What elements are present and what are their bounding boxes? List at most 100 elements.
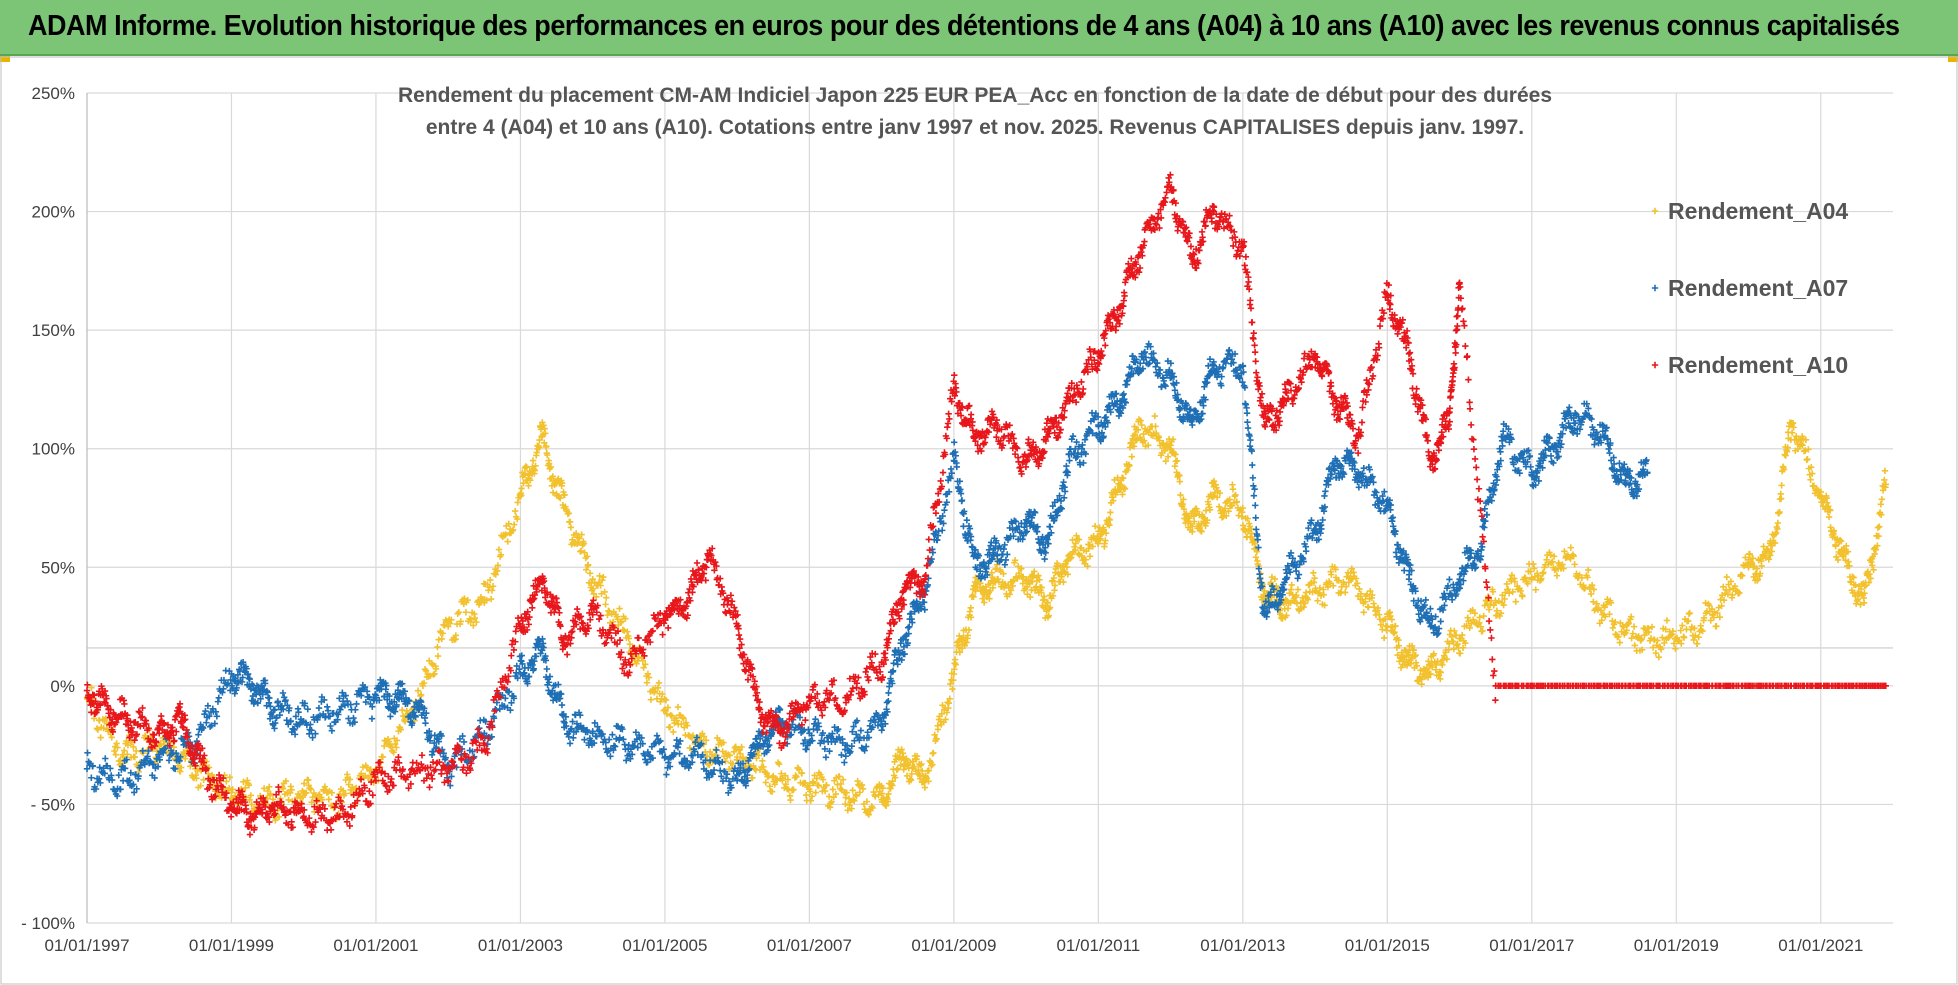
point-rendement-a04 bbox=[574, 534, 582, 541]
point-rendement-a04 bbox=[960, 634, 967, 641]
point-rendement-a04 bbox=[1637, 637, 1644, 644]
point-rendement-a04 bbox=[1670, 640, 1678, 647]
point-rendement-a04 bbox=[1832, 543, 1839, 550]
point-rendement-a04 bbox=[654, 684, 662, 691]
point-rendement-a04 bbox=[299, 793, 307, 801]
point-rendement-a04 bbox=[1271, 575, 1279, 583]
point-rendement-a04 bbox=[1495, 598, 1503, 605]
point-rendement-a04 bbox=[182, 755, 189, 762]
point-rendement-a04 bbox=[1661, 639, 1668, 647]
point-rendement-a04 bbox=[1573, 570, 1580, 577]
point-rendement-a04 bbox=[494, 567, 501, 575]
point-rendement-a04 bbox=[945, 699, 952, 707]
point-rendement-a04 bbox=[1311, 575, 1318, 582]
point-rendement-a04 bbox=[100, 724, 107, 732]
point-rendement-a04 bbox=[1450, 645, 1458, 653]
point-rendement-a04 bbox=[645, 674, 653, 681]
point-rendement-a04 bbox=[1758, 562, 1765, 570]
point-rendement-a04 bbox=[1881, 467, 1889, 475]
point-rendement-a04 bbox=[1872, 546, 1880, 553]
point-rendement-a04 bbox=[229, 786, 236, 793]
point-rendement-a04 bbox=[1381, 615, 1389, 623]
point-rendement-a07 bbox=[199, 724, 207, 732]
point-rendement-a04 bbox=[1810, 482, 1818, 489]
point-rendement-a04 bbox=[1190, 518, 1198, 525]
point-rendement-a07 bbox=[857, 727, 865, 734]
point-rendement-a04 bbox=[1233, 498, 1241, 505]
point-rendement-a04 bbox=[731, 744, 739, 751]
point-rendement-a04 bbox=[942, 716, 949, 723]
point-rendement-a04 bbox=[1036, 576, 1043, 583]
point-rendement-a04 bbox=[226, 774, 233, 781]
point-rendement-a04 bbox=[891, 774, 899, 781]
point-rendement-a04 bbox=[1857, 601, 1864, 608]
point-rendement-a04 bbox=[1489, 588, 1497, 595]
point-rendement-a04 bbox=[1607, 599, 1615, 606]
point-rendement-a07 bbox=[279, 689, 287, 697]
point-rendement-a04 bbox=[1283, 612, 1290, 619]
point-rendement-a04 bbox=[1727, 578, 1735, 585]
point-rendement-a04 bbox=[593, 593, 600, 600]
point-rendement-a04 bbox=[720, 739, 727, 746]
point-rendement-a04 bbox=[1320, 591, 1327, 598]
point-rendement-a04 bbox=[1588, 582, 1596, 589]
point-rendement-a07 bbox=[315, 704, 323, 712]
point-rendement-a04 bbox=[1778, 482, 1785, 489]
point-rendement-a04 bbox=[391, 740, 399, 748]
point-rendement-a04 bbox=[108, 734, 115, 741]
point-rendement-a04 bbox=[950, 677, 957, 684]
point-rendement-a04 bbox=[1164, 453, 1172, 460]
point-rendement-a04 bbox=[1377, 621, 1385, 628]
point-rendement-a04 bbox=[771, 781, 778, 788]
point-rendement-a04 bbox=[946, 695, 953, 702]
point-rendement-a07 bbox=[1060, 478, 1067, 486]
point-rendement-a04 bbox=[970, 593, 977, 600]
point-rendement-a04 bbox=[1293, 591, 1300, 599]
point-rendement-a04 bbox=[307, 786, 315, 793]
point-rendement-a04 bbox=[1171, 463, 1179, 470]
point-rendement-a04 bbox=[470, 622, 477, 629]
point-rendement-a04 bbox=[1095, 536, 1103, 543]
point-rendement-a04 bbox=[1204, 517, 1211, 524]
point-rendement-a04 bbox=[616, 605, 623, 612]
point-rendement-a07 bbox=[1244, 424, 1252, 432]
point-rendement-a07 bbox=[130, 789, 138, 796]
point-rendement-a04 bbox=[666, 723, 674, 731]
point-rendement-a04 bbox=[574, 540, 581, 547]
point-rendement-a04 bbox=[1161, 447, 1169, 454]
point-rendement-a04 bbox=[1110, 497, 1117, 504]
point-rendement-a07 bbox=[1004, 551, 1011, 558]
point-rendement-a04 bbox=[541, 439, 548, 446]
point-rendement-a04 bbox=[577, 547, 585, 555]
point-rendement-a04 bbox=[1736, 589, 1743, 596]
point-rendement-a07 bbox=[125, 778, 132, 785]
point-rendement-a04 bbox=[1075, 536, 1083, 543]
point-rendement-a04 bbox=[1106, 522, 1113, 529]
point-rendement-a04 bbox=[1627, 613, 1635, 620]
point-rendement-a07 bbox=[144, 753, 151, 760]
point-rendement-a04 bbox=[1584, 574, 1591, 581]
point-rendement-a04 bbox=[614, 616, 621, 623]
point-rendement-a07 bbox=[1252, 514, 1259, 521]
point-rendement-a07 bbox=[838, 751, 845, 759]
point-rendement-a04 bbox=[1830, 527, 1838, 534]
point-rendement-a04 bbox=[535, 444, 543, 451]
point-rendement-a04 bbox=[1481, 602, 1488, 609]
point-rendement-a04 bbox=[1210, 477, 1218, 485]
point-rendement-a04 bbox=[1501, 595, 1508, 603]
point-rendement-a04 bbox=[803, 791, 810, 799]
point-rendement-a04 bbox=[1309, 589, 1316, 596]
point-rendement-a04 bbox=[1713, 622, 1720, 630]
point-rendement-a04 bbox=[497, 551, 505, 558]
point-rendement-a04 bbox=[1324, 583, 1332, 591]
point-rendement-a07 bbox=[171, 765, 179, 773]
point-rendement-a04 bbox=[702, 737, 710, 744]
point-rendement-a04 bbox=[514, 515, 521, 523]
point-rendement-a04 bbox=[1094, 540, 1102, 547]
point-rendement-a04 bbox=[808, 793, 816, 800]
point-rendement-a07 bbox=[894, 661, 901, 668]
point-rendement-a07 bbox=[127, 769, 135, 777]
point-rendement-a07 bbox=[953, 463, 960, 471]
point-rendement-a07 bbox=[246, 675, 253, 683]
point-rendement-a04 bbox=[1809, 470, 1816, 477]
